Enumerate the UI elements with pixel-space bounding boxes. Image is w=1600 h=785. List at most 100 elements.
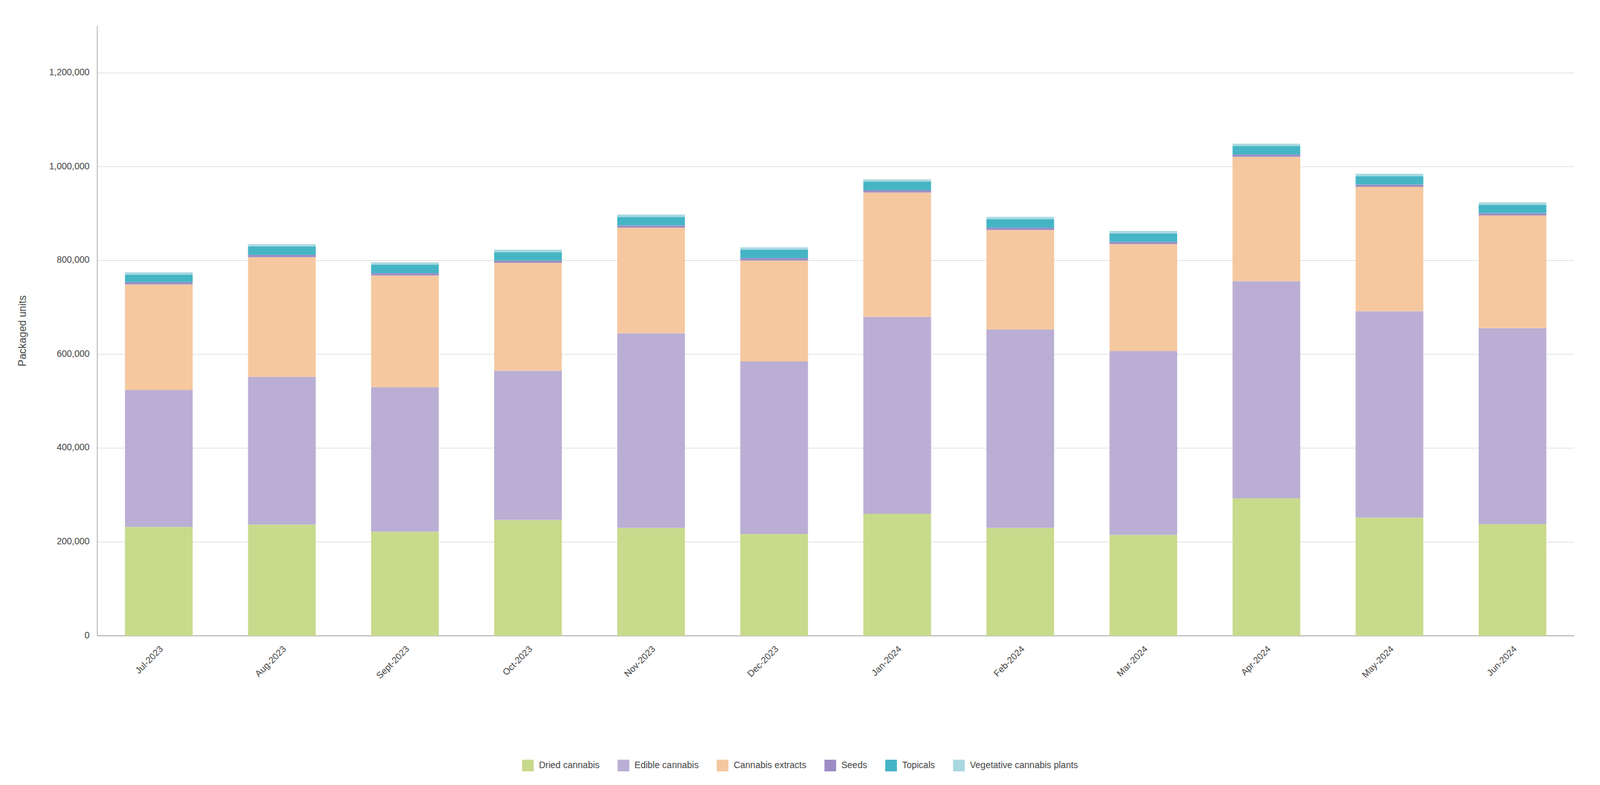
series <box>125 145 1547 283</box>
bar-segment <box>247 243 316 247</box>
bar-segment <box>617 214 685 218</box>
legend-swatch <box>953 759 966 772</box>
legend-item: Topicals <box>885 759 936 772</box>
bar-segment <box>125 284 193 390</box>
grid-line <box>97 166 1575 167</box>
x-tick-label: Aug-2023 <box>252 643 288 679</box>
bar-segment <box>1109 243 1178 351</box>
bar-segment <box>247 246 316 255</box>
legend-label: Vegetative cannabis plants <box>970 759 1079 770</box>
grid-line <box>97 354 1575 355</box>
x-tick-labels: Jul-2023Aug-2023Sept-2023Oct-2023Nov-202… <box>132 643 1519 681</box>
bar-segment <box>125 389 193 527</box>
bar-segment <box>494 252 562 261</box>
bar-segment <box>1355 186 1423 312</box>
bar-segment <box>494 519 562 636</box>
series <box>125 498 1547 636</box>
y-tick-label: 400,000 <box>56 441 90 453</box>
legend: Dried cannabis Edible cannabis Cannabis ex… <box>522 759 1078 772</box>
bar-segment <box>1232 145 1300 155</box>
bar-segment <box>494 262 562 371</box>
y-grid <box>97 72 1575 636</box>
series <box>125 143 1547 275</box>
grid-line <box>97 635 1575 637</box>
x-tick-label: Apr-2024 <box>1238 643 1273 678</box>
bar-segment <box>740 361 808 534</box>
bar-segment <box>740 247 808 250</box>
bar-segment <box>370 273 439 276</box>
bar-segment <box>125 282 193 285</box>
y-axis-label: Packaged units <box>16 295 28 366</box>
x-tick-label: Feb-2024 <box>991 643 1027 679</box>
legend-swatch <box>885 759 897 772</box>
bar-segment <box>125 274 193 283</box>
bar-segment <box>370 264 439 274</box>
x-tick-label: May-2024 <box>1360 643 1396 680</box>
y-axis-line <box>97 25 98 636</box>
bar-segment <box>370 262 439 265</box>
bar-segment <box>617 216 685 226</box>
y-tick-label: 800,000 <box>56 254 90 265</box>
legend-item: Dried cannabis <box>522 759 600 772</box>
bar-segment <box>863 192 931 318</box>
y-tick-label: 1,000,000 <box>49 160 90 172</box>
bar-segment <box>617 527 685 636</box>
bars <box>125 143 1547 636</box>
y-tick-label: 0 <box>84 629 90 641</box>
bar-segment <box>1109 241 1178 245</box>
bar-segment <box>1355 175 1423 185</box>
bar-segment <box>247 376 316 525</box>
chart: 0 200,000 400,000 600,000 800,000 1,000,000 1,… <box>0 0 1600 785</box>
x-tick-label: Sept-2023 <box>374 643 412 681</box>
y-tick-label: 1,200,000 <box>49 66 90 78</box>
bar-segment <box>125 526 193 636</box>
bar-segment <box>863 190 931 193</box>
y-tick-label: 600,000 <box>56 348 90 359</box>
legend-swatch <box>522 759 534 772</box>
bar-segment <box>1109 233 1178 242</box>
series <box>125 156 1547 390</box>
legend-label: Edible cannabis <box>634 759 699 770</box>
series <box>125 280 1547 535</box>
bar-segment <box>986 527 1054 636</box>
bar-segment <box>247 524 316 636</box>
grid-line <box>97 260 1575 261</box>
bar-segment <box>740 258 808 261</box>
y-tick-label: 200,000 <box>56 535 90 547</box>
bar-segment <box>1355 517 1423 636</box>
bar-segment <box>617 227 685 334</box>
x-tick-label: Oct-2023 <box>500 643 535 678</box>
bar-segment <box>863 316 931 514</box>
bar-segment <box>125 272 193 275</box>
bar-segment <box>986 219 1054 228</box>
bar-segment <box>1355 173 1423 177</box>
bar-segment <box>370 531 439 636</box>
bar-segment <box>1109 350 1178 535</box>
bar-segment <box>986 216 1054 220</box>
x-tick-label: Mar-2024 <box>1114 643 1150 679</box>
bar-segment <box>1478 204 1547 213</box>
bar-segment <box>986 329 1054 528</box>
bar-segment <box>247 256 316 377</box>
legend-item: Seeds <box>824 759 868 772</box>
legend-item: Cannabis extracts <box>716 759 807 772</box>
bar-segment <box>863 181 931 191</box>
legend-label: Topicals <box>902 759 936 770</box>
bar-segment <box>1232 498 1300 636</box>
grid-line <box>97 447 1575 449</box>
bar-segment <box>494 249 562 253</box>
bar-segment <box>740 533 808 636</box>
bar-segment <box>494 370 562 520</box>
bar-segment <box>617 225 685 228</box>
legend-label: Dried cannabis <box>538 759 600 770</box>
bar-segment <box>1478 215 1547 329</box>
bar-segment <box>986 230 1054 330</box>
x-axis-line <box>97 635 1575 637</box>
bar-segment <box>740 260 808 362</box>
bar-segment <box>1232 156 1300 282</box>
bar-segment <box>494 260 562 264</box>
bar-segment <box>863 513 931 636</box>
legend-swatch <box>824 759 836 772</box>
x-tick-label: Jun-2024 <box>1484 643 1519 678</box>
bar-segment <box>863 179 931 182</box>
